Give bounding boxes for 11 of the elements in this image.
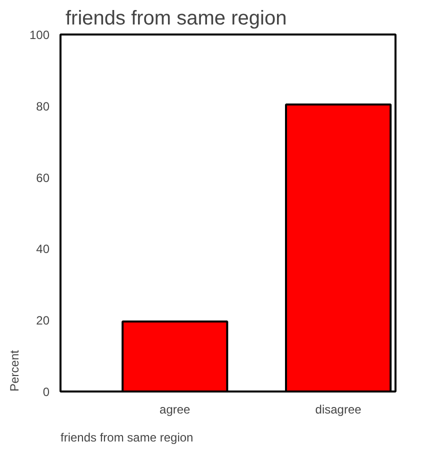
y-tick-label: 40 xyxy=(36,242,50,256)
y-tick-label: 60 xyxy=(36,170,50,185)
x-tick-label: disagree xyxy=(315,402,362,416)
y-tick-label: 0 xyxy=(42,385,50,399)
y-tick-label: 20 xyxy=(36,314,50,328)
y-axis-title: Percent xyxy=(8,349,22,392)
y-tick-label: 80 xyxy=(36,99,50,114)
y-tick-label: 100 xyxy=(29,28,50,42)
x-tick-label: agree xyxy=(160,402,191,416)
x-axis-title: friends from same region xyxy=(60,430,194,444)
chart-title: friends from same region xyxy=(66,8,287,30)
